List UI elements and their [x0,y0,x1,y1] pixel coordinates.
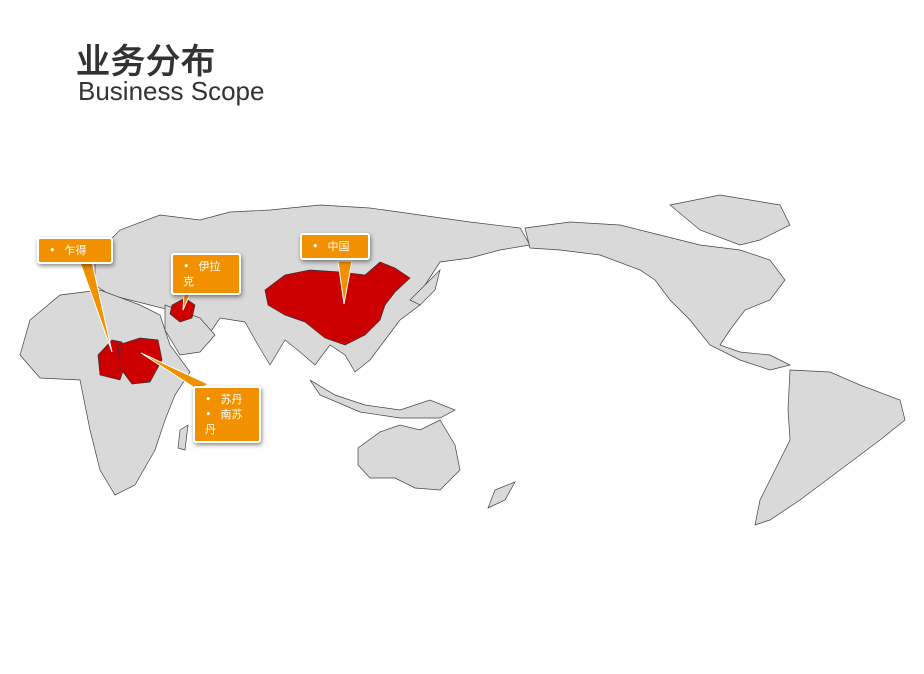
callout-item: 苏丹 [205,392,249,407]
madagascar [177,424,189,451]
callout-sudan: 苏丹南苏丹 [193,386,261,443]
country-china [264,261,411,346]
new-zealand [487,481,516,509]
callout-item: 南苏丹 [205,407,249,437]
australia [357,419,461,491]
callout-item: 中国 [312,239,358,254]
japan [409,268,441,306]
callout-pointer-china [337,260,353,305]
country-sudan [117,337,163,385]
south-america [754,369,906,526]
callout-china: 中国 [300,233,370,260]
indonesia [309,379,456,419]
callout-iraq: 伊拉克 [171,253,241,295]
north-america [524,221,792,371]
page-subtitle: Business Scope [78,76,265,106]
callout-item: 伊拉克 [183,259,229,289]
callout-item: 乍得 [49,243,101,258]
callout-chad: 乍得 [37,237,113,264]
page-title: 业务分布 [76,42,216,82]
greenland [669,194,791,246]
